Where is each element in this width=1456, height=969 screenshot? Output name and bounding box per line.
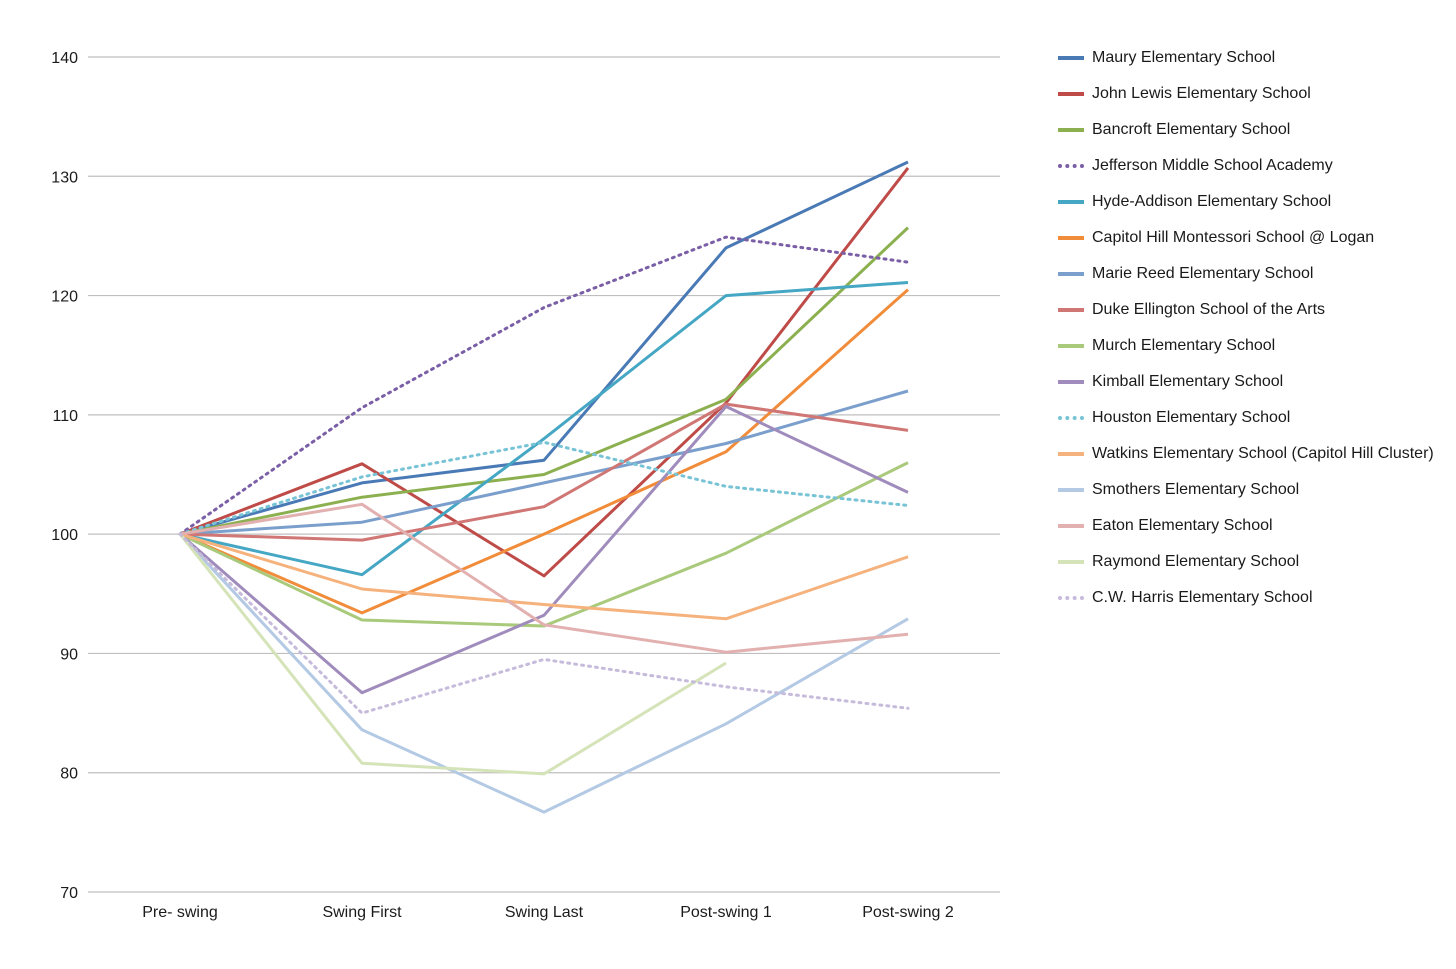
legend-label: Duke Ellington School of the Arts [1092,301,1326,318]
legend-label: Kimball Elementary School [1092,373,1284,390]
y-axis-ticks: 70 80 90 100 110 120 130 140 [51,50,78,902]
legend-label: Raymond Elementary School [1092,553,1300,570]
legend-item: C.W. Harris Elementary School [1056,584,1446,620]
legend-label: Houston Elementary School [1092,409,1291,426]
legend-item: Kimball Elementary School [1056,368,1446,404]
legend-swatch [1058,164,1084,168]
x-tick-label: Post-swing 1 [680,904,772,921]
legend-item: Murch Elementary School [1056,332,1446,368]
legend-swatch [1058,200,1084,204]
legend-item: Maury Elementary School [1056,44,1446,80]
legend-item: Bancroft Elementary School [1056,116,1446,152]
legend-item: Houston Elementary School [1056,404,1446,440]
legend-swatch [1058,380,1084,384]
x-tick-label: Swing Last [505,904,584,921]
legend: Maury Elementary School John Lewis Elemen… [1056,44,1446,620]
legend-swatch [1058,524,1084,528]
line-chart: 70 80 90 100 110 120 130 140 Pre- swing Swing Fi… [51,50,1000,921]
legend-swatch [1058,236,1084,240]
series-line-2 [179,226,910,536]
legend-swatch [1058,56,1084,60]
series-line-5 [179,288,909,615]
series-line-10 [178,440,910,536]
series-line-15 [178,532,910,715]
series-line-14 [178,533,727,776]
series-line-1 [179,166,910,578]
series-line-7 [179,402,909,542]
legend-label: Hyde-Addison Elementary School [1092,193,1332,210]
y-tick-label: 120 [51,289,78,306]
legend-label: Marie Reed Elementary School [1092,265,1314,282]
legend-label: Jefferson Middle School Academy [1092,157,1333,174]
legend-label: John Lewis Elementary School [1092,85,1311,102]
legend-swatch [1058,416,1084,420]
series-line-6 [179,389,909,536]
series-line-11 [179,532,909,621]
legend-item: Jefferson Middle School Academy [1056,152,1446,188]
y-tick-label: 70 [60,885,78,902]
gridlines [88,56,1000,893]
legend-label: C.W. Harris Elementary School [1092,589,1313,606]
x-axis-ticks: Pre- swing Swing First Swing Last Post-swin… [142,904,954,921]
legend-label: Murch Elementary School [1092,337,1276,354]
y-tick-label: 130 [51,169,78,186]
legend-swatch [1058,128,1084,132]
legend-item: Smothers Elementary School [1056,476,1446,512]
legend-item: Watkins Elementary School (Capitol Hill … [1056,440,1446,476]
legend-item: Hyde-Addison Elementary School [1056,188,1446,224]
legend-item: Raymond Elementary School [1056,548,1446,584]
legend-label: Watkins Elementary School (Capitol Hill … [1092,445,1434,462]
series-lines [178,160,910,814]
legend-item: John Lewis Elementary School [1056,80,1446,116]
legend-item: Duke Ellington School of the Arts [1056,296,1446,332]
series-line-8 [179,461,909,628]
series-line-0 [179,160,909,536]
y-tick-label: 110 [52,408,78,425]
legend-label: Capitol Hill Montessori School @ Logan [1092,229,1375,246]
series-line-12 [178,533,909,814]
y-tick-label: 90 [60,646,78,663]
y-tick-label: 140 [51,50,78,67]
x-tick-label: Pre- swing [142,904,218,921]
x-tick-label: Swing First [322,904,402,921]
legend-swatch [1058,308,1084,312]
legend-swatch [1058,344,1084,348]
legend-swatch [1058,272,1084,276]
legend-swatch [1058,596,1084,600]
series-line-4 [179,281,909,577]
x-tick-label: Post-swing 2 [862,904,954,921]
y-tick-label: 100 [51,527,78,544]
legend-swatch [1058,488,1084,492]
legend-swatch [1058,92,1084,96]
series-line-13 [179,502,909,654]
legend-swatch [1058,560,1084,564]
legend-label: Eaton Elementary School [1092,517,1273,534]
legend-label: Smothers Elementary School [1092,481,1300,498]
legend-item: Capitol Hill Montessori School @ Logan [1056,224,1446,260]
series-line-9 [179,405,909,695]
legend-label: Maury Elementary School [1092,49,1276,66]
legend-item: Eaton Elementary School [1056,512,1446,548]
legend-item: Marie Reed Elementary School [1056,260,1446,296]
series-line-3 [178,235,910,536]
legend-label: Bancroft Elementary School [1092,121,1291,138]
y-tick-label: 80 [60,766,78,783]
legend-swatch [1058,452,1084,456]
